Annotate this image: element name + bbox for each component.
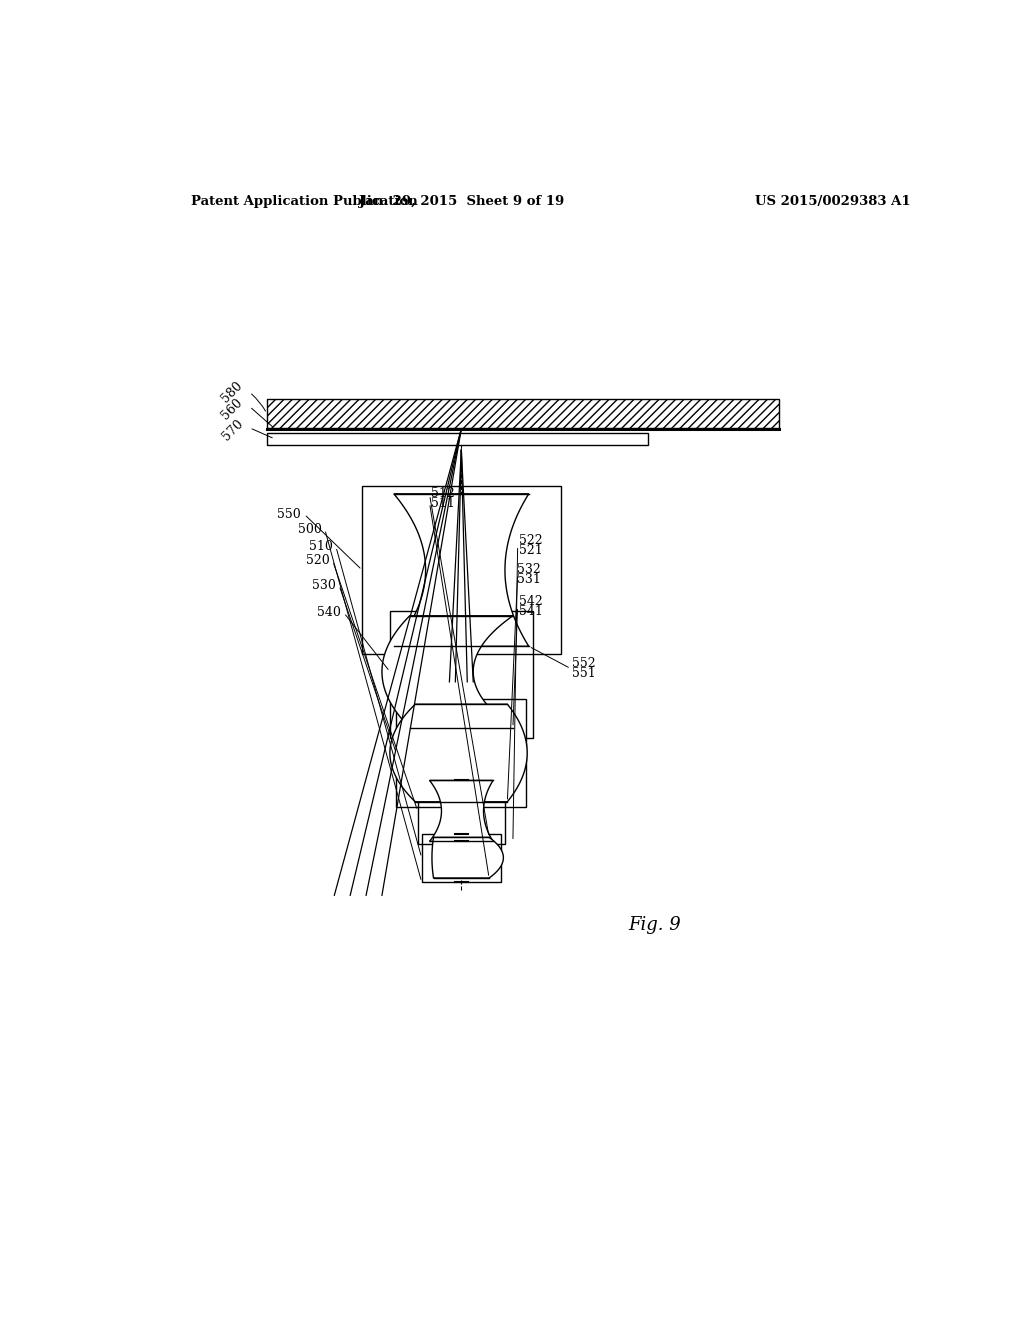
Bar bbox=[396, 700, 526, 807]
Text: 520: 520 bbox=[306, 554, 330, 568]
Bar bbox=[422, 834, 501, 882]
Bar bbox=[362, 486, 560, 655]
Text: 540: 540 bbox=[316, 606, 341, 619]
Text: 500: 500 bbox=[298, 523, 322, 536]
Text: 522: 522 bbox=[519, 535, 543, 546]
Text: 541: 541 bbox=[519, 605, 543, 618]
Text: 530: 530 bbox=[312, 578, 336, 591]
Text: 512: 512 bbox=[431, 487, 455, 500]
Text: 531: 531 bbox=[517, 573, 541, 586]
Polygon shape bbox=[394, 494, 528, 647]
Text: 542: 542 bbox=[519, 595, 543, 609]
Bar bbox=[418, 779, 505, 845]
Text: 510: 510 bbox=[309, 540, 333, 553]
Text: 552: 552 bbox=[572, 657, 596, 671]
Text: Fig. 9: Fig. 9 bbox=[628, 916, 681, 933]
Text: Jan. 29, 2015  Sheet 9 of 19: Jan. 29, 2015 Sheet 9 of 19 bbox=[358, 195, 564, 209]
Text: 580: 580 bbox=[219, 379, 246, 405]
Text: 521: 521 bbox=[519, 544, 543, 557]
Text: 511: 511 bbox=[431, 498, 455, 511]
Polygon shape bbox=[432, 837, 504, 878]
Text: 570: 570 bbox=[219, 417, 246, 442]
Bar bbox=[267, 399, 778, 428]
Polygon shape bbox=[390, 704, 527, 801]
Text: US 2015/0029383 A1: US 2015/0029383 A1 bbox=[755, 195, 910, 209]
Polygon shape bbox=[382, 615, 513, 727]
Text: 532: 532 bbox=[517, 562, 541, 576]
Text: Patent Application Publication: Patent Application Publication bbox=[191, 195, 418, 209]
Text: 550: 550 bbox=[278, 508, 301, 520]
Bar bbox=[267, 433, 648, 445]
Text: 560: 560 bbox=[219, 396, 246, 422]
Text: 551: 551 bbox=[572, 667, 596, 680]
Bar bbox=[267, 399, 778, 428]
Bar bbox=[390, 611, 532, 738]
Polygon shape bbox=[430, 780, 494, 841]
